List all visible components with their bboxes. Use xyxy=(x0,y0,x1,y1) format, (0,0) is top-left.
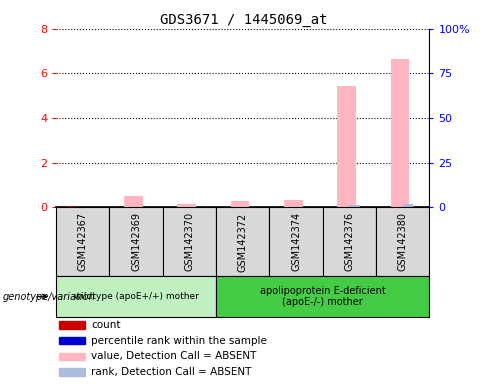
Bar xyxy=(59,337,85,344)
Bar xyxy=(349,205,360,207)
Bar xyxy=(56,276,216,317)
Bar xyxy=(216,207,269,276)
Text: value, Detection Call = ABSENT: value, Detection Call = ABSENT xyxy=(91,351,256,361)
Bar xyxy=(178,204,196,207)
Bar xyxy=(376,207,429,276)
Bar xyxy=(337,86,356,207)
Bar xyxy=(391,59,409,207)
Text: GSM142367: GSM142367 xyxy=(78,212,88,271)
Bar xyxy=(109,207,163,276)
Text: percentile rank within the sample: percentile rank within the sample xyxy=(91,336,267,346)
Text: GSM142372: GSM142372 xyxy=(238,212,248,271)
Text: GSM142380: GSM142380 xyxy=(398,212,408,271)
Text: GSM142376: GSM142376 xyxy=(345,212,354,271)
Bar xyxy=(56,207,109,276)
Bar xyxy=(59,353,85,360)
Bar xyxy=(124,196,143,207)
Text: GSM142374: GSM142374 xyxy=(291,212,301,271)
Bar xyxy=(59,321,85,329)
Text: GSM142370: GSM142370 xyxy=(184,212,194,271)
Text: rank, Detection Call = ABSENT: rank, Detection Call = ABSENT xyxy=(91,367,251,377)
Text: genotype/variation: genotype/variation xyxy=(2,291,95,302)
Bar xyxy=(68,206,74,207)
Bar xyxy=(59,368,85,376)
Text: GSM142369: GSM142369 xyxy=(131,212,141,271)
Text: apolipoprotein E-deficient
(apoE-/-) mother: apolipoprotein E-deficient (apoE-/-) mot… xyxy=(260,286,386,308)
Bar xyxy=(284,200,303,207)
Bar xyxy=(163,207,216,276)
Bar xyxy=(269,207,323,276)
Bar xyxy=(323,207,376,276)
Bar xyxy=(403,204,413,207)
Text: count: count xyxy=(91,320,121,330)
Bar xyxy=(216,276,429,317)
Text: GDS3671 / 1445069_at: GDS3671 / 1445069_at xyxy=(160,13,328,27)
Bar xyxy=(231,201,249,207)
Text: wildtype (apoE+/+) mother: wildtype (apoE+/+) mother xyxy=(74,292,199,301)
